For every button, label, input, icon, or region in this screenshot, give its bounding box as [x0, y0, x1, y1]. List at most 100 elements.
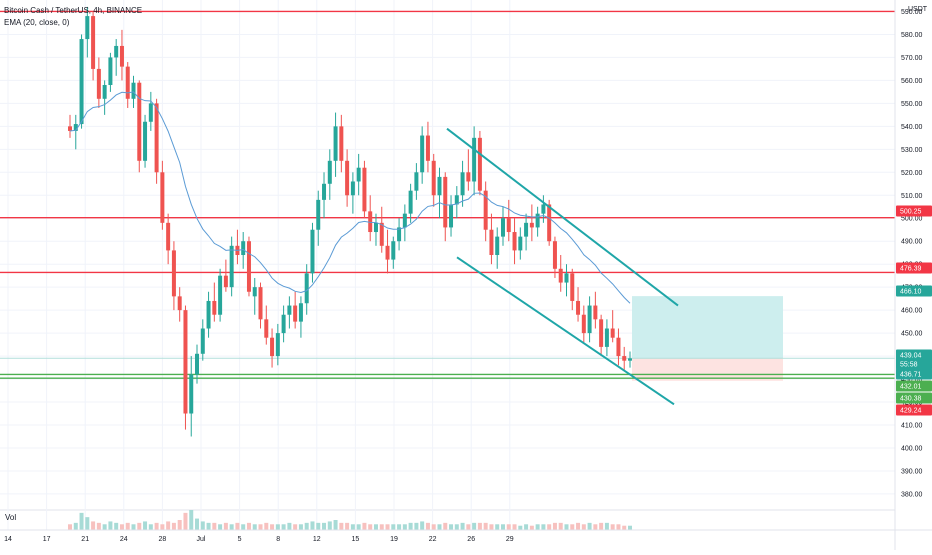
volume-bar — [570, 524, 575, 530]
candle-body — [148, 103, 153, 122]
candle-body — [246, 241, 251, 292]
candle-body — [420, 135, 425, 173]
time-tick-label: 24 — [120, 536, 128, 543]
time-tick-label: 5 — [238, 536, 242, 543]
time-tick-label: 19 — [390, 536, 398, 543]
price-tick-label: 450.00 — [901, 331, 923, 338]
horizontal-levels — [0, 10, 895, 379]
volume-bar — [373, 524, 378, 530]
price-tick-label: 400.00 — [901, 445, 923, 452]
candle-body — [391, 241, 396, 260]
candle-body — [264, 319, 269, 338]
volume-bar — [154, 522, 159, 530]
time-tick-label: 28 — [159, 536, 167, 543]
candle-body — [91, 16, 96, 69]
volume-bar — [252, 524, 257, 530]
volume-bar — [454, 524, 459, 530]
candle-body — [466, 172, 471, 182]
volume-bar — [333, 520, 338, 530]
ema-series — [69, 91, 631, 304]
price-tick-label: 590.00 — [901, 9, 923, 16]
volume-bar — [460, 522, 465, 530]
price-tick-label: 570.00 — [901, 55, 923, 62]
volume-bar — [264, 522, 269, 530]
price-tag-label: 55:58 — [900, 362, 918, 369]
volume-bar — [558, 522, 563, 530]
volume-bar — [218, 524, 223, 530]
price-tag-box — [896, 392, 932, 404]
volume-bar — [275, 524, 280, 530]
time-axis: 14 17 21 24 28 Jul 5 8 12 15 19 22 26 29 — [0, 529, 932, 543]
volume-bar — [420, 521, 425, 530]
candle-body — [73, 124, 78, 131]
price-tick-label: 510.00 — [901, 193, 923, 200]
candle-body — [368, 211, 373, 233]
candle-body — [547, 204, 552, 242]
candle-body — [472, 137, 477, 182]
candle-body — [339, 126, 344, 161]
candle-body — [316, 199, 321, 230]
candle-body — [119, 45, 124, 67]
volume-bar — [73, 522, 78, 530]
candle-body — [460, 172, 465, 196]
volume-bar — [281, 524, 286, 530]
candle-body — [114, 45, 119, 58]
volume-bar — [137, 522, 142, 530]
volume-bar — [258, 524, 263, 530]
candle-body — [171, 250, 176, 297]
volume-bar — [524, 524, 529, 530]
volume-bar — [108, 521, 113, 530]
candle-body — [454, 195, 459, 205]
volume-bar — [223, 522, 228, 530]
symbol-title[interactable]: Bitcoin Cash / TetherUS, 4h, BINANCE — [4, 6, 143, 15]
candle-body — [616, 337, 621, 357]
volume-bar — [148, 524, 153, 530]
candle-body — [310, 229, 315, 274]
candle-body — [437, 176, 442, 196]
volume-bar — [160, 524, 165, 530]
ema-legend[interactable]: EMA (20, close, 0) — [4, 18, 70, 27]
candle-body — [576, 300, 581, 315]
position-zones — [0, 296, 895, 381]
price-tick-label: 410.00 — [901, 423, 923, 430]
price-tag-label: 436.71 — [900, 372, 922, 379]
time-tick-label: 21 — [81, 536, 89, 543]
time-tick-label: Jul — [197, 536, 206, 543]
candle-body — [541, 204, 546, 214]
candle-body — [483, 190, 488, 230]
volume-bar — [356, 524, 361, 530]
candle-body — [622, 356, 627, 361]
volume-bar — [362, 522, 367, 530]
volume-bar — [576, 522, 581, 530]
candle-body — [570, 273, 575, 301]
candle-body — [558, 268, 563, 283]
candle-body — [68, 126, 72, 131]
price-tick-label: 380.00 — [901, 491, 923, 498]
time-tick-label: 8 — [276, 536, 280, 543]
price-tag-box — [896, 368, 932, 380]
volume-bar — [171, 522, 176, 530]
candle-body — [599, 319, 604, 347]
volume-bar — [593, 524, 598, 530]
candle-body — [414, 172, 419, 191]
volume-legend[interactable]: Vol — [5, 513, 17, 522]
candle-body — [206, 300, 211, 329]
volume-bar — [535, 524, 540, 530]
time-tick-label: 22 — [429, 536, 437, 543]
volume-bar — [466, 524, 471, 530]
price-tick-label: 430.00 — [901, 377, 923, 384]
price-tag-label: 466.10 — [900, 289, 922, 296]
volume-bar — [316, 522, 321, 530]
price-tag-box — [896, 262, 932, 274]
candles — [68, 6, 632, 437]
time-tick-label: 15 — [352, 536, 360, 543]
candle-body — [125, 66, 130, 99]
volume-bar — [541, 524, 546, 530]
volume-bar — [322, 522, 327, 530]
volume-bar — [610, 524, 615, 530]
volume-bar — [235, 522, 240, 530]
volume-bar — [425, 522, 430, 530]
price-tag-box — [896, 349, 932, 361]
candle-body — [408, 190, 413, 214]
